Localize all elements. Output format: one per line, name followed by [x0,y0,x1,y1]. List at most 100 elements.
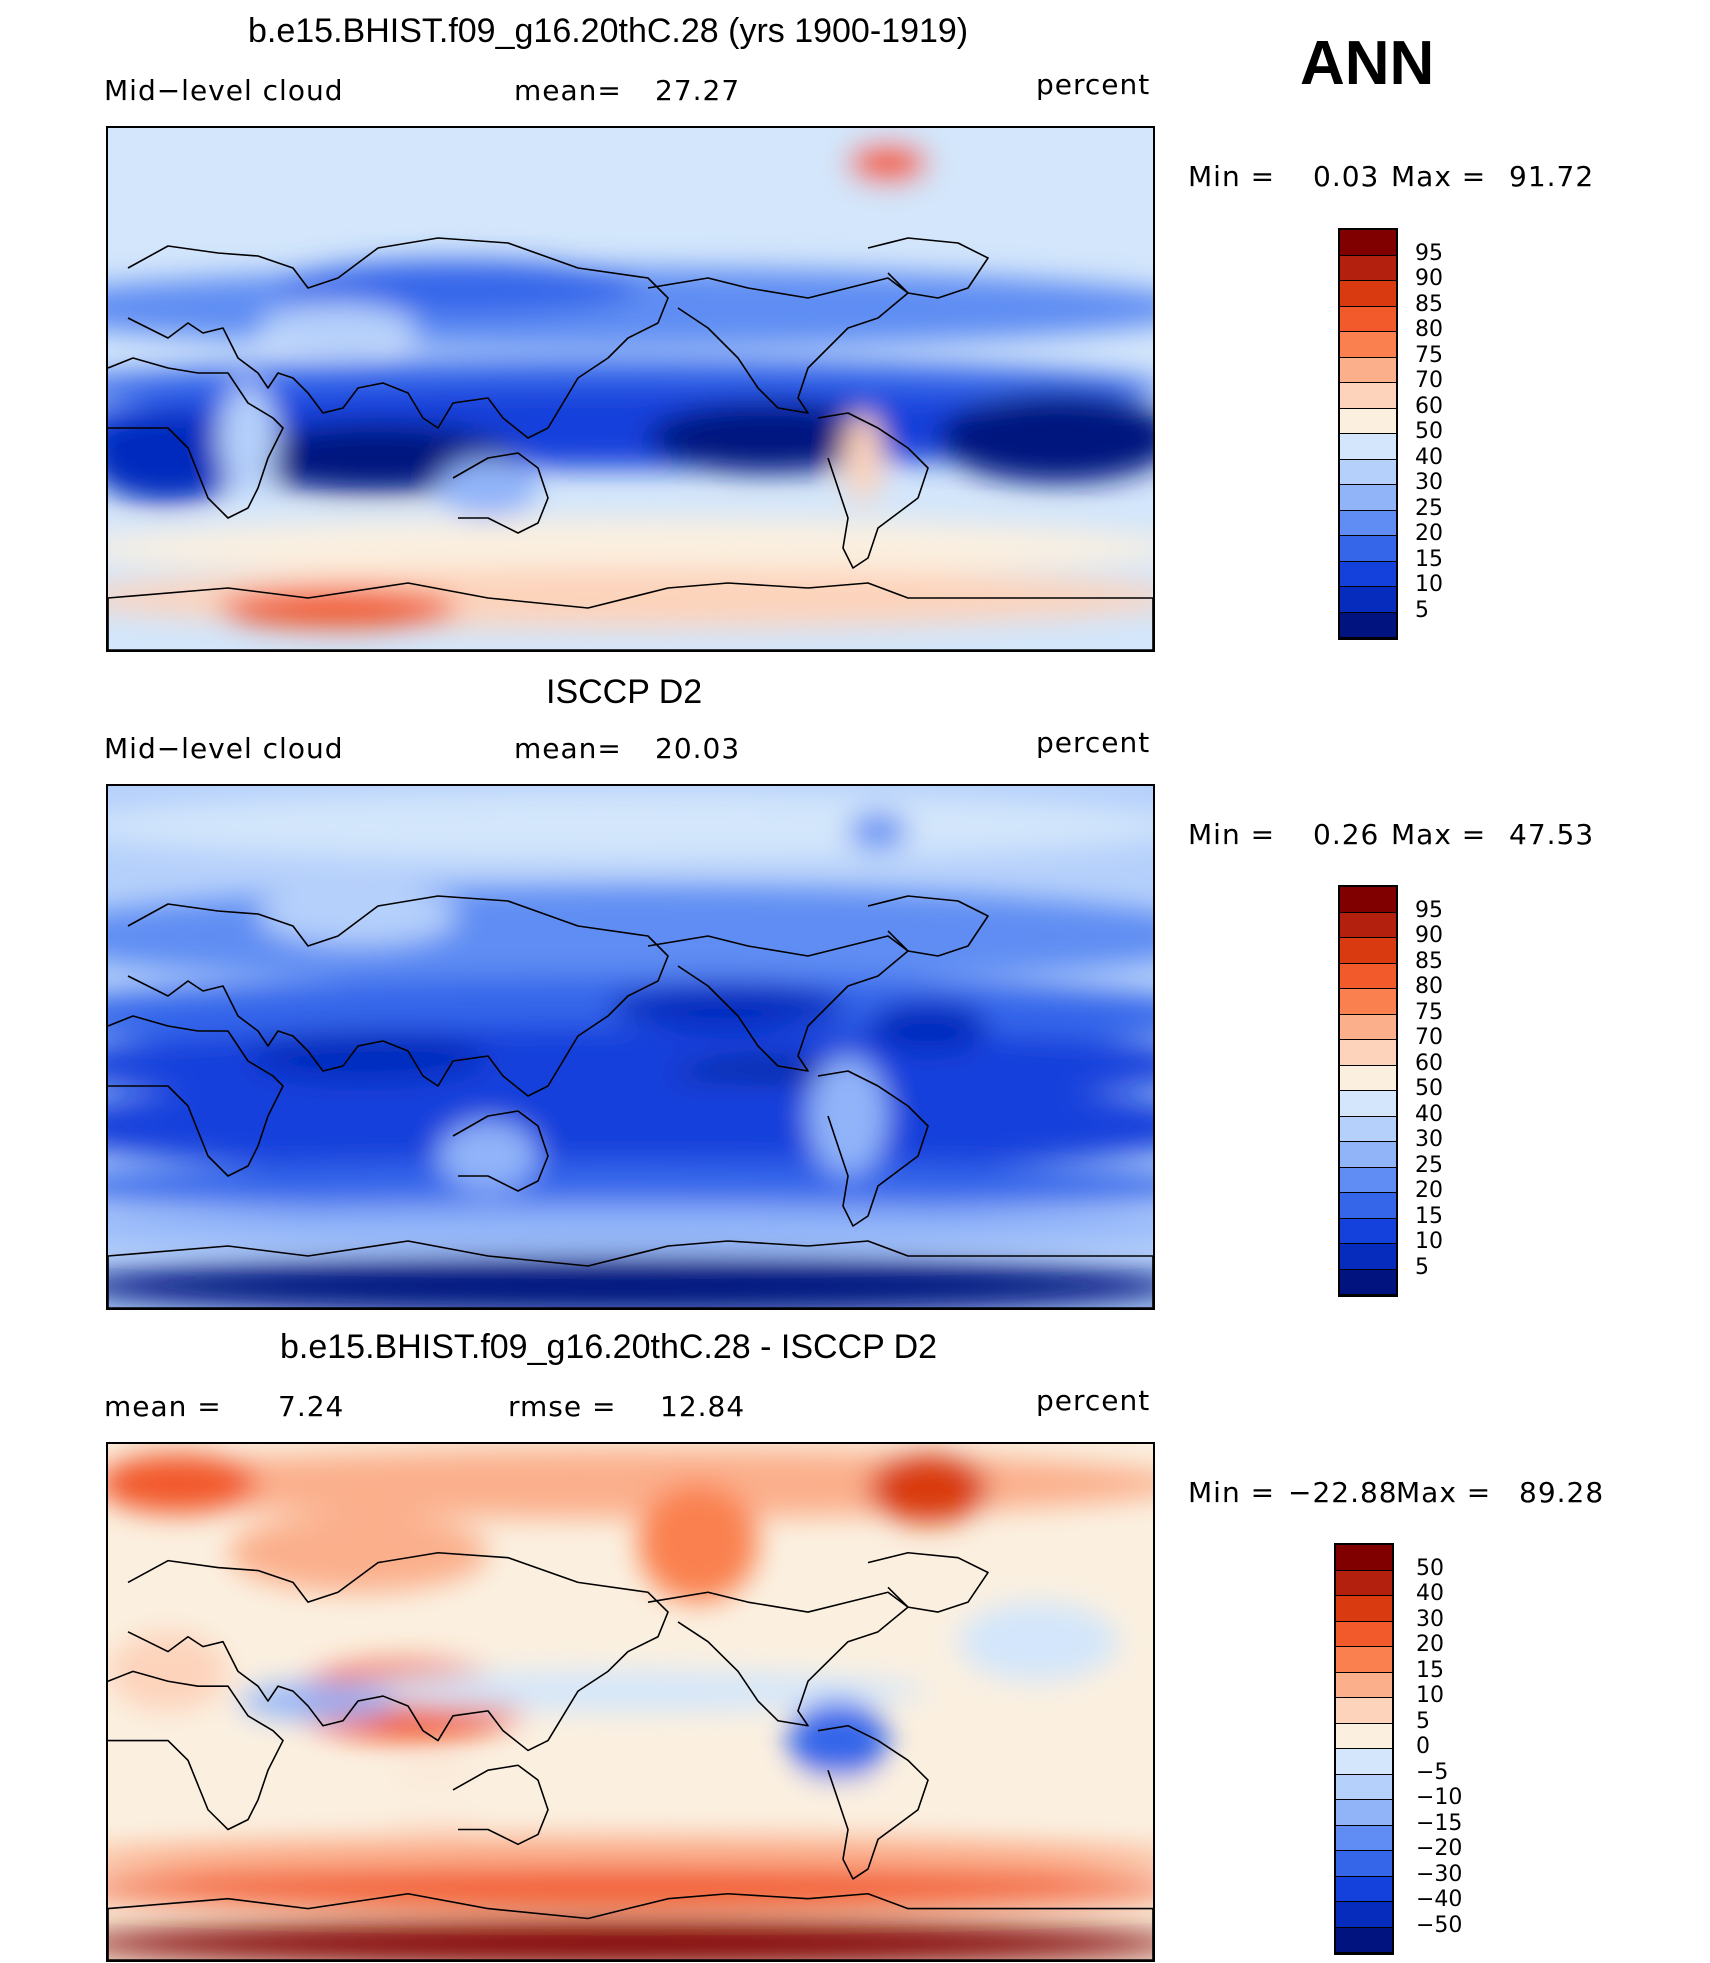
panel2-max-label: Max = [1391,818,1487,851]
panel3-colorbar [1334,1543,1394,1955]
colorbar-swatch [1336,1723,1392,1749]
coastline [108,582,1153,650]
colorbar-tick-label: 50 [1415,1076,1443,1101]
colorbar-swatch [1340,1142,1396,1168]
panel3-mean-key: mean = [104,1390,222,1423]
contour-region [108,886,1153,986]
colorbar-swatch [1340,357,1396,383]
colorbar-tick-label: 70 [1415,368,1443,393]
contour-region [128,1775,1128,1825]
contour-region [958,1602,1118,1682]
contour-region [218,383,278,493]
contour-region [228,1513,488,1593]
panel3-title: b.e15.BHIST.f09_g16.20thC.28 - ISCCP D2 [280,1328,938,1366]
colorbar-swatch [1340,281,1396,307]
contour-region [248,1031,488,1081]
coastline [452,1764,549,1846]
contour-region [108,128,1153,203]
colorbar-tick-label: 60 [1415,393,1443,419]
panel3-min-label: Min = [1188,1476,1276,1509]
coastline [108,1015,284,1177]
colorbar-tick-label: −10 [1416,1785,1463,1810]
colorbar-swatch [1340,1065,1396,1091]
contour-region [638,1483,758,1603]
colorbar-tick-label: 40 [1416,1581,1444,1606]
coastline [867,1551,989,1613]
colorbar-tick-label: 25 [1415,1152,1443,1178]
colorbar-tick-label: −20 [1416,1836,1463,1861]
colorbar-swatch [1336,1902,1392,1928]
panel2-mean-value: 20.03 [655,732,741,765]
contour-region [843,413,883,503]
panel2-map [106,784,1155,1310]
colorbar-tick-label: 5 [1415,1254,1429,1280]
contour-region [848,143,928,183]
colorbar-tick-label: 25 [1415,495,1443,521]
colorbar-swatch [1340,561,1396,587]
colorbar-tick-label: 10 [1415,1229,1443,1254]
colorbar-swatch [1340,510,1396,536]
colorbar-swatch [1336,1800,1392,1826]
contour-region [808,1056,888,1176]
colorbar-tick-label: 50 [1415,419,1443,444]
colorbar-swatch [1340,332,1396,358]
panel3-rmse-value: 12.84 [660,1390,746,1423]
colorbar-tick-label: 20 [1416,1632,1444,1657]
panel3-max-label: Max = [1396,1476,1492,1509]
coastline [817,1070,929,1227]
contour-region [108,1453,258,1514]
panel3-map-svg [108,1444,1153,1960]
colorbar-swatch [1340,612,1396,638]
colorbar-tick-label: 80 [1415,974,1443,999]
colorbar-swatch [1336,1927,1392,1953]
colorbar-tick-label: 95 [1415,897,1443,923]
colorbar-swatch [1340,1269,1396,1295]
contour-region [108,1204,1153,1248]
colorbar-tick-label: −5 [1416,1759,1449,1785]
contour-region [868,1453,988,1524]
contour-region [108,791,1153,861]
colorbar-swatch [1340,938,1396,964]
panel1-mean-value: 27.27 [655,74,741,107]
colorbar-swatch [1336,1596,1392,1622]
panel1-map-svg [108,128,1153,650]
colorbar-tick-label: −15 [1416,1810,1463,1836]
colorbar-swatch [1340,306,1396,332]
colorbar-tick-label: −50 [1416,1912,1463,1938]
field-contours [108,791,1153,1308]
contour-region [258,303,418,353]
contour-region [108,1448,1153,1519]
colorbar-tick-label: 60 [1415,1050,1443,1076]
panel1-map [106,126,1155,652]
colorbar-tick-label: 70 [1415,1025,1443,1050]
panel1-colorbar [1338,228,1398,640]
coastline [452,452,549,534]
colorbar-tick-label: −30 [1416,1861,1463,1887]
coastline [867,895,989,957]
contour-region [108,1258,1153,1308]
colorbar-swatch [1336,1698,1392,1724]
colorbar-tick-label: 15 [1415,1203,1443,1229]
colorbar-tick-label: 85 [1415,291,1443,317]
colorbar-tick-label: 30 [1416,1606,1444,1632]
contour-region [328,1671,928,1711]
panel3-map [106,1442,1155,1962]
colorbar-swatch [1340,1091,1396,1117]
contour-region [938,393,1153,483]
coastline [108,357,284,519]
panel2-min-value: 0.26 [1313,818,1380,851]
panel2-field-label: Mid−level cloud [104,732,344,765]
contour-region [108,1631,228,1711]
panel3-rmse-key: rmse = [508,1390,617,1423]
colorbar-tick-label: 90 [1415,266,1443,291]
coastline [127,237,669,439]
panel3-mean-value: 7.24 [278,1390,345,1423]
colorbar-swatch [1340,459,1396,485]
colorbar-swatch [1340,989,1396,1015]
colorbar-swatch [1340,434,1396,460]
field-contours [108,1448,1153,1960]
contour-region [108,413,248,503]
contour-region [108,1921,1153,1960]
colorbar-tick-label: 50 [1416,1555,1444,1581]
contour-region [788,1701,888,1781]
